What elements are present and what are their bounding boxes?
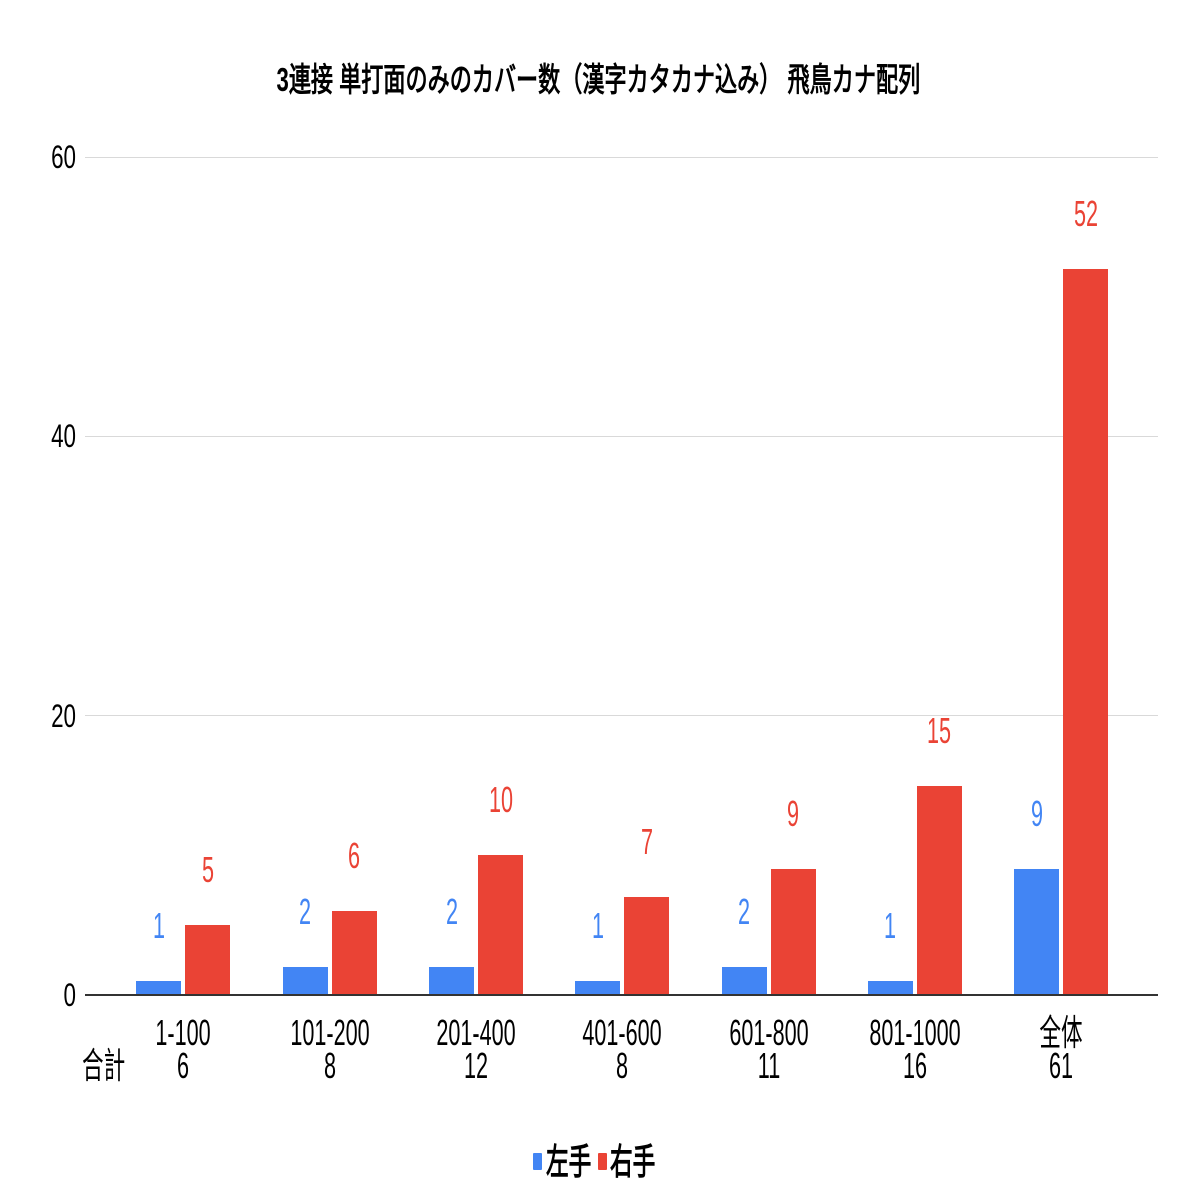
plot-area: 1 5 2 6 2 10 1 7 2 9 1 15 9 52: [85, 156, 1158, 996]
totals-value: 16: [902, 1045, 927, 1086]
totals-value: 12: [463, 1045, 489, 1086]
bar-left-hand: [282, 967, 328, 995]
x-axis-baseline: [85, 994, 1158, 996]
data-label-right-hand: 10: [488, 779, 513, 821]
totals-value: 61: [1049, 1045, 1074, 1086]
x-axis-category-label: 全体: [1039, 1012, 1083, 1053]
data-label-left-hand: 2: [445, 891, 458, 933]
legend-label-left-hand: 左手: [546, 1141, 592, 1182]
bar-left-hand: [867, 981, 913, 995]
y-axis-tick-label: 0: [63, 977, 76, 1013]
y-axis-tick-label: 20: [51, 697, 76, 734]
gridline-40: [85, 435, 1158, 437]
bar-left-hand: [429, 967, 474, 995]
bar-right-hand: [916, 785, 962, 995]
data-label-right-hand: 6: [348, 835, 361, 877]
chart-title: 3連接 単打面のみのカバー数（漢字カタカナ込み） 飛鳥カナ配列: [276, 61, 920, 98]
data-label-right-hand: 52: [1073, 192, 1098, 234]
totals-value: 8: [323, 1045, 336, 1086]
totals-row-label: 合計: [82, 1045, 126, 1086]
gridline-60: [85, 156, 1158, 158]
bar-right-hand: [1063, 268, 1109, 995]
data-label-left-hand: 1: [884, 905, 897, 947]
totals-value: 8: [616, 1045, 629, 1086]
legend-label-right-hand: 右手: [610, 1141, 656, 1182]
data-label-right-hand: 15: [927, 709, 952, 751]
bar-left-hand: [721, 967, 767, 995]
x-axis-category-label: 1-100: [155, 1012, 212, 1053]
y-axis-tick-label: 40: [51, 418, 76, 455]
totals-value: 11: [757, 1045, 780, 1086]
data-label-left-hand: 9: [1030, 793, 1043, 835]
bar-left-hand: [1014, 869, 1060, 995]
data-label-left-hand: 2: [738, 891, 751, 933]
bar-right-hand: [185, 925, 231, 995]
x-axis-category-label: 401-600: [582, 1012, 662, 1053]
data-label-left-hand: 2: [299, 891, 312, 933]
x-axis-category-label: 201-400: [436, 1012, 516, 1053]
bar-right-hand: [331, 911, 377, 995]
bar-right-hand: [624, 897, 670, 995]
x-axis-category-label: 601-800: [728, 1012, 809, 1053]
chart-title-row: 3連接 単打面のみのカバー数（漢字カタカナ込み） 飛鳥カナ配列: [0, 58, 1196, 102]
y-axis-tick-label: 60: [51, 139, 76, 175]
data-label-left-hand: 1: [152, 905, 165, 947]
bar-left-hand: [136, 981, 182, 995]
data-label-left-hand: 1: [591, 905, 604, 947]
x-axis-category-label: 101-200: [290, 1012, 370, 1053]
bar-right-hand: [478, 855, 523, 995]
gridline-20: [85, 715, 1158, 717]
data-label-right-hand: 5: [201, 849, 214, 891]
bar-right-hand: [770, 869, 816, 995]
x-axis-category-label: 801-1000: [869, 1012, 961, 1053]
totals-value: 6: [177, 1045, 190, 1086]
data-label-right-hand: 9: [787, 793, 800, 835]
bar-left-hand: [575, 981, 621, 995]
legend-swatch-right-hand: [598, 1153, 607, 1170]
data-label-right-hand: 7: [640, 821, 653, 863]
legend-swatch-left-hand: [533, 1153, 542, 1170]
